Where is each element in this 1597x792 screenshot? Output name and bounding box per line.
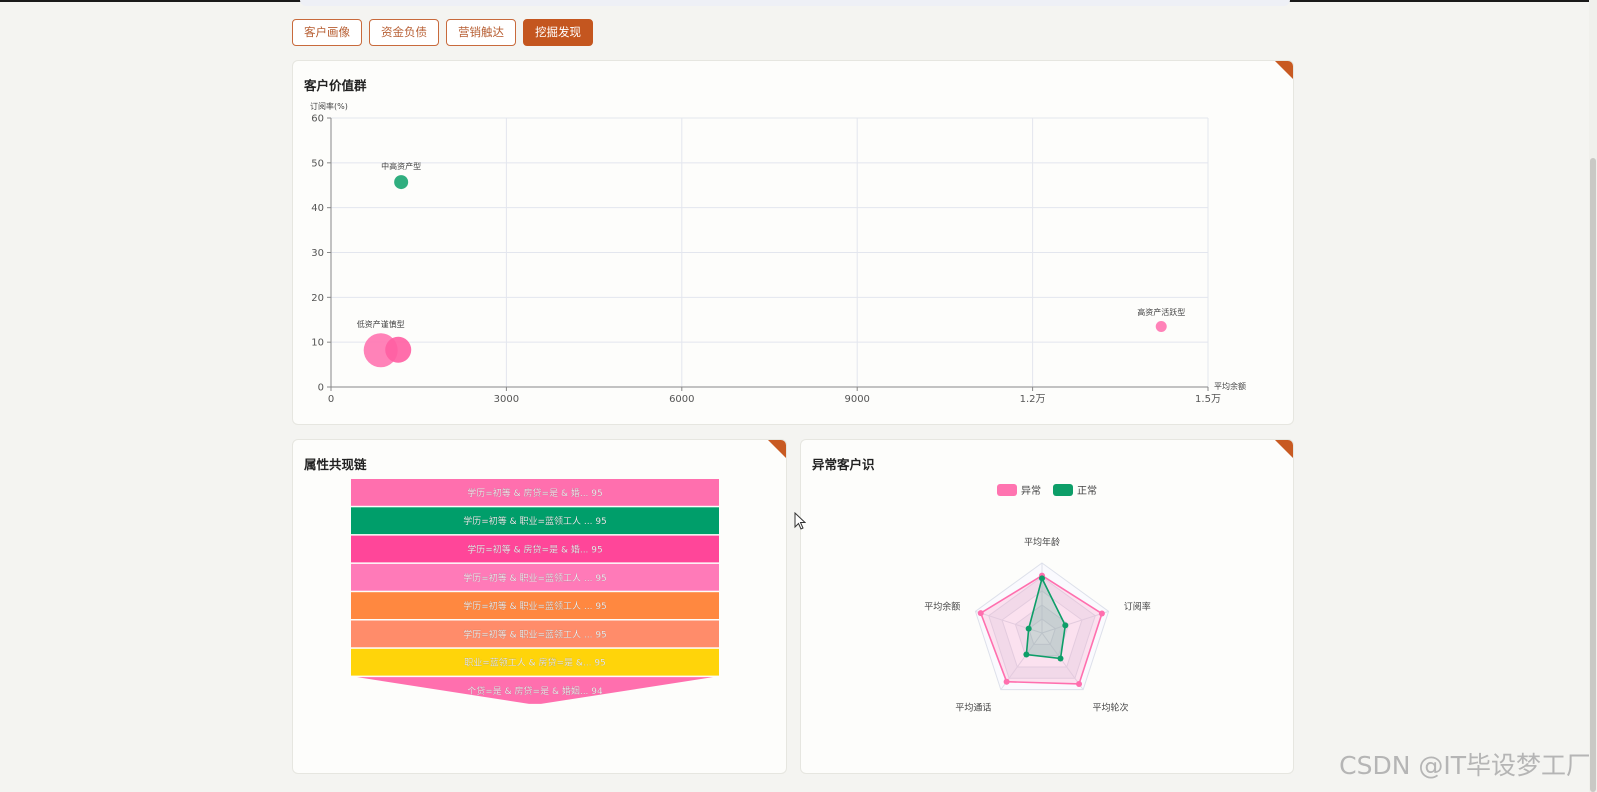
y-tick-label: 0	[318, 383, 324, 394]
tab-marketing-reach[interactable]: 营销触达	[446, 19, 516, 46]
radar-series-area	[979, 574, 1103, 685]
radar-series-area	[1025, 576, 1067, 660]
funnel-segment	[351, 507, 719, 535]
funnel-segment	[351, 535, 719, 563]
legend-swatch	[1053, 483, 1073, 496]
x-tick-label: 0	[328, 394, 334, 405]
funnel-label: 学历=初等 & 房贷=是 & 婚... 95	[467, 487, 602, 499]
radar-spoke	[1041, 610, 1109, 634]
radar-indicator-label: 订阅率	[1124, 600, 1151, 612]
x-tick-label: 6000	[669, 394, 694, 405]
anomaly-customer-card: 异常客户识 异常 正常 平均年龄订阅率平均轮次 平均通话 平均余额	[800, 439, 1294, 774]
attribute-chain-title: 属性共现链	[304, 457, 367, 472]
y-tick-label: 20	[311, 293, 324, 304]
page-scrollbar[interactable]	[1589, 0, 1597, 792]
point-label: 低资产谨慎型	[357, 319, 405, 329]
funnel-segment	[351, 648, 719, 676]
scatter-point	[1155, 320, 1167, 332]
corner-ribbon	[1275, 61, 1293, 79]
funnel-segment	[351, 479, 719, 506]
funnel-segment	[357, 677, 713, 704]
x-tick-label: 1.5万	[1195, 394, 1221, 405]
corner-ribbon	[1275, 440, 1293, 458]
x-tick-label: 3000	[494, 394, 519, 405]
top-panel-edge	[300, 0, 1290, 6]
y-axis-title: 订阅率(%)	[310, 101, 348, 111]
radar-point	[1025, 625, 1032, 632]
x-tick-label: 1.2万	[1020, 394, 1046, 405]
y-tick-label: 40	[311, 203, 324, 214]
scatter-point	[385, 336, 412, 363]
scatter-point	[394, 175, 409, 190]
legend-item-normal[interactable]: 正常	[1053, 482, 1097, 497]
legend-label: 正常	[1077, 486, 1097, 497]
funnel-label: 职业=蓝领工人 & 房贷=是 &... 95	[464, 657, 606, 669]
legend-item-abnormal[interactable]: 异常	[997, 482, 1041, 497]
customer-value-card: 客户价值群 0 3000 6000 9000 1.2万 1.5万 0 10 20 30 40 50 60…	[292, 60, 1294, 425]
radar-indicator-label: 平均通话	[955, 702, 991, 714]
radar-indicator-label: 平均年龄	[1024, 536, 1060, 548]
legend-swatch	[997, 483, 1017, 496]
funnel-segment	[351, 563, 719, 591]
radar-indicator-label: 平均余额	[924, 600, 960, 612]
legend-label: 异常	[1021, 486, 1041, 497]
corner-ribbon	[768, 440, 786, 458]
funnel-label: 学历=初等 & 职业=蓝领工人 ... 95	[463, 628, 607, 640]
tab-customer-profile[interactable]: 客户画像	[292, 19, 362, 46]
radar-point	[1003, 678, 1010, 685]
radar-point	[1076, 680, 1083, 687]
y-tick-label: 50	[311, 158, 324, 169]
mouse-cursor-icon	[794, 512, 806, 530]
radar-point	[1057, 655, 1064, 662]
radar-indicator-label: 平均轮次	[1093, 702, 1129, 714]
funnel-segment	[351, 592, 719, 619]
tab-mining-discovery[interactable]: 挖掘发现	[523, 19, 593, 46]
funnel-label: 学历=初等 & 职业=蓝领工人 ... 95	[463, 572, 607, 584]
attribute-chain-card: 属性共现链 学历=初等 & 房贷=是 & 婚... 95 学历=初等 & 职业=蓝…	[292, 439, 787, 774]
radar-point	[1023, 651, 1030, 658]
customer-value-title: 客户价值群	[304, 78, 367, 93]
tab-bar: 客户画像 资金负债 营销触达 挖掘发现	[292, 19, 593, 46]
anomaly-customer-title: 异常客户识	[812, 457, 875, 472]
y-tick-label: 30	[311, 248, 324, 259]
radar-point	[1039, 575, 1045, 582]
x-axis-title: 平均余额	[1214, 381, 1246, 391]
funnel-label: 学历=初等 & 房贷=是 & 婚... 95	[467, 544, 602, 556]
radar-point	[1098, 610, 1105, 617]
funnel-label: 学历=初等 & 职业=蓝领工人 ... 95	[463, 515, 607, 527]
y-tick-label: 10	[311, 338, 324, 349]
tab-assets-liabilities[interactable]: 资金负债	[369, 19, 439, 46]
funnel-segment	[351, 620, 719, 648]
radar-spoke	[1041, 632, 1084, 690]
point-label: 中高资产型	[381, 161, 421, 171]
watermark: CSDN @IT毕设梦工厂	[1339, 751, 1591, 780]
funnel-chart: 学历=初等 & 房贷=是 & 婚... 95 学历=初等 & 职业=蓝领工人 ..…	[351, 479, 719, 704]
funnel-label: 个贷=是 & 房贷=是 & 婚姻... 94	[467, 685, 603, 697]
radar-legend: 异常 正常	[801, 482, 1293, 497]
scatter-chart: 0 3000 6000 9000 1.2万 1.5万 0 10 20 30 40 50 60 订阅率(%)…	[310, 101, 1246, 405]
radar-point	[1062, 622, 1069, 629]
scrollbar-thumb[interactable]	[1590, 158, 1596, 792]
radar-point	[977, 610, 984, 617]
funnel-label: 学历=初等 & 职业=蓝领工人 ... 95	[463, 600, 607, 612]
x-tick-label: 9000	[844, 394, 869, 405]
y-tick-label: 60	[311, 114, 324, 125]
point-label: 高资产活跃型	[1137, 307, 1185, 317]
